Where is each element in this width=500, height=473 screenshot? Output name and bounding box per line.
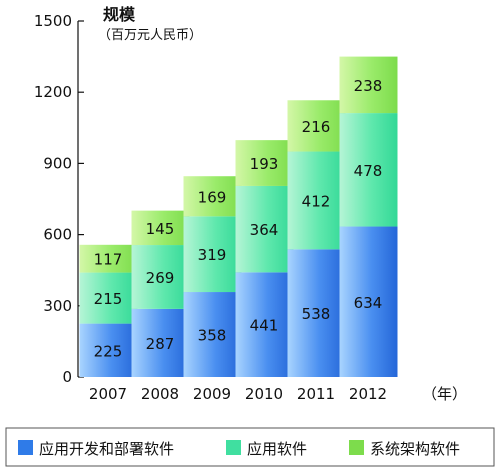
bar-segment [183,292,242,377]
x-tick-label: 2011 [297,385,335,403]
y-axis-title: 规模 [103,5,136,24]
data-label: 117 [94,251,123,269]
bar-segment [131,210,190,246]
x-tick-label: 2012 [349,385,387,403]
legend-label: 系统架构软件 [370,440,460,458]
bar-segment [235,272,294,377]
legend-label: 应用软件 [247,440,307,458]
bars: 225 215 117 287 269 145 358 319 169 441 364 193 538 4… [79,56,398,377]
data-label: 145 [146,220,175,238]
bar-segment [339,226,398,377]
x-axis: 2007 2008 2009 2010 2011 2012 [89,385,387,403]
x-tick-label: 2009 [193,385,231,403]
y-tick-label: 1500 [34,12,72,30]
legend-swatch [226,440,241,455]
x-axis-unit: （年） [422,385,467,403]
y-tick-label: 0 [62,368,72,386]
y-axis: 0 300 600 900 1200 1500 [34,12,84,386]
data-label: 364 [250,221,279,239]
legend-label: 应用开发和部署软件 [39,440,174,458]
bar-segment [131,245,190,309]
data-label: 169 [198,188,227,206]
data-label: 269 [146,269,175,287]
bar-segment [287,151,346,250]
bar-segment [79,272,138,324]
x-tick-label: 2008 [141,385,179,403]
bar-segment [287,100,346,152]
bar-segment [183,176,242,217]
bar-segment [339,113,398,227]
bar-segment [79,244,138,273]
y-tick-label: 900 [43,154,72,172]
data-label: 193 [250,155,279,173]
y-tick-label: 300 [43,297,72,315]
x-tick-label: 2010 [245,385,283,403]
bar-segment [339,56,398,114]
y-axis-unit: （百万元人民币） [98,28,202,43]
data-label: 634 [354,294,383,312]
bar-segment [183,216,242,293]
data-label: 538 [302,305,331,323]
y-tick-label: 1200 [34,83,72,101]
data-label: 287 [146,335,175,353]
data-label: 319 [198,246,227,264]
data-label: 478 [354,162,383,180]
bar-segment [79,323,138,377]
legend-box [5,427,495,467]
data-label: 238 [354,77,383,95]
legend: 应用开发和部署软件 应用软件 系统架构软件 [5,427,495,467]
x-tick-label: 2007 [89,385,127,403]
data-label: 441 [250,317,279,335]
data-label: 216 [302,118,331,136]
bar-segment [235,185,294,273]
bar-segment [131,308,190,377]
legend-swatch [349,440,364,455]
legend-swatch [18,440,33,455]
data-label: 412 [302,192,331,210]
data-label: 225 [94,342,123,360]
data-label: 215 [94,290,123,308]
bar-segment [287,249,346,377]
bar-segment [235,140,294,186]
data-label: 358 [198,327,227,345]
y-tick-label: 600 [43,226,72,244]
